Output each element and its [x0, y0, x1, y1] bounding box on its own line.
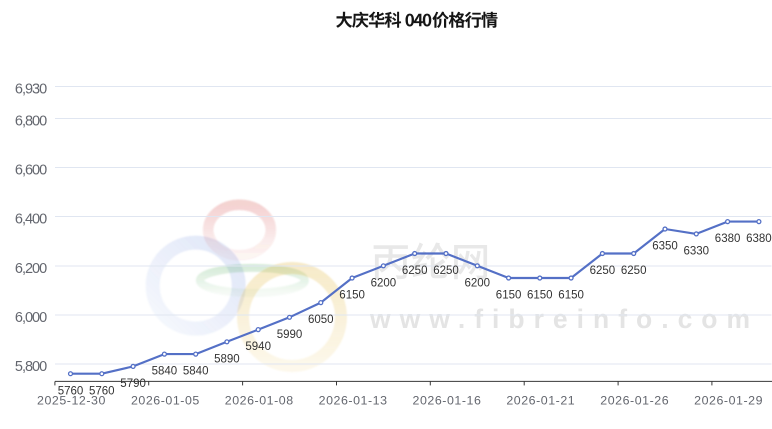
- svg-text:6150: 6150: [527, 290, 553, 302]
- svg-text:2026-01-13: 2026-01-13: [319, 393, 388, 407]
- svg-text:6250: 6250: [621, 265, 647, 277]
- svg-text:2026-01-05: 2026-01-05: [131, 393, 200, 407]
- svg-text:6200: 6200: [371, 277, 397, 289]
- svg-text:5840: 5840: [183, 366, 209, 378]
- svg-text:5790: 5790: [120, 378, 146, 390]
- svg-text:6150: 6150: [558, 290, 584, 302]
- svg-text:5760: 5760: [58, 385, 84, 397]
- svg-text:6200: 6200: [465, 277, 491, 289]
- svg-text:2025-12-30: 2025-12-30: [37, 393, 106, 407]
- svg-text:5,800: 5,800: [15, 359, 47, 375]
- svg-text:6250: 6250: [402, 265, 428, 277]
- svg-text:6330: 6330: [684, 246, 710, 258]
- svg-text:2026-01-16: 2026-01-16: [413, 393, 482, 407]
- svg-text:6,930: 6,930: [15, 82, 47, 98]
- svg-text:6,400: 6,400: [15, 212, 47, 228]
- svg-text:2026-01-08: 2026-01-08: [225, 393, 294, 407]
- svg-text:6380: 6380: [746, 233, 772, 245]
- svg-text:5760: 5760: [89, 385, 115, 397]
- svg-text:6050: 6050: [308, 314, 334, 326]
- svg-text:6380: 6380: [715, 233, 741, 245]
- svg-text:5890: 5890: [214, 353, 240, 365]
- svg-text:6,000: 6,000: [15, 310, 47, 326]
- svg-text:6,800: 6,800: [15, 114, 47, 130]
- svg-text:6350: 6350: [652, 241, 678, 253]
- svg-text:5840: 5840: [152, 366, 178, 378]
- svg-text:2026-01-29: 2026-01-29: [694, 393, 763, 407]
- svg-text:2026-01-21: 2026-01-21: [506, 393, 575, 407]
- svg-text:5990: 5990: [277, 329, 303, 341]
- svg-text:6250: 6250: [433, 265, 459, 277]
- svg-text:6150: 6150: [339, 290, 365, 302]
- svg-text:6,600: 6,600: [15, 163, 47, 179]
- svg-text:6250: 6250: [590, 265, 616, 277]
- svg-text:2026-01-26: 2026-01-26: [600, 393, 669, 407]
- svg-text:www.fibreinfo.com: www.fibreinfo.com: [369, 304, 759, 334]
- svg-text:5940: 5940: [245, 341, 271, 353]
- svg-text:6150: 6150: [496, 290, 522, 302]
- svg-text:6,200: 6,200: [15, 261, 47, 277]
